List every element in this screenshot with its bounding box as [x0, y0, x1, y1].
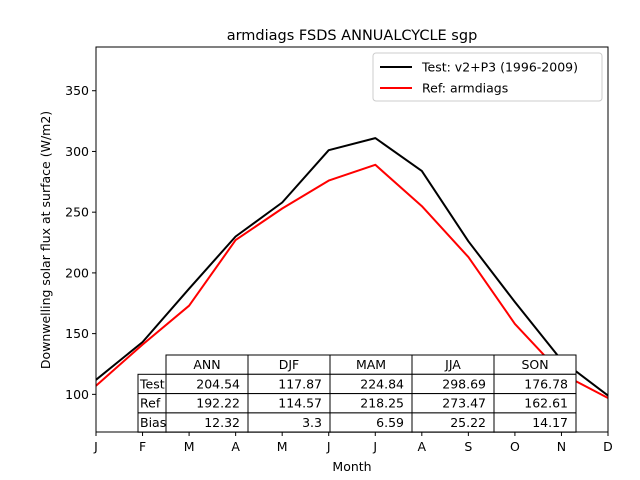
table-row-label: Ref: [140, 396, 161, 411]
x-tick-label: J: [326, 439, 331, 454]
x-tick-label: S: [464, 439, 472, 454]
table-header-label: SON: [521, 357, 548, 372]
table-cell-value: 12.32: [204, 415, 240, 430]
legend: Test: v2+P3 (1996-2009) Ref: armdiags: [372, 52, 603, 102]
x-tick-label: A: [418, 439, 427, 454]
stats-table: ANN DJF MAM JJA SON Test 204.54 117.87 224.84 298…: [137, 354, 577, 433]
y-axis: 100 150 200 250 300 350: [65, 83, 96, 402]
table-header-label: JJA: [444, 357, 461, 372]
y-tick-label: 350: [65, 83, 89, 98]
table-header-label: MAM: [356, 357, 386, 372]
table-cell-value: 25.22: [450, 415, 486, 430]
plot-frame: [95, 46, 609, 433]
table-cell-value: 14.17: [532, 415, 568, 430]
table-cell-value: 6.59: [376, 415, 404, 430]
table-row-label: Bias: [140, 415, 166, 430]
chart-title: armdiags FSDS ANNUALCYCLE sgp: [227, 28, 478, 44]
y-tick-label: 100: [65, 387, 89, 402]
table-cell-value: 298.69: [442, 376, 486, 391]
table-cell-value: 224.84: [360, 376, 404, 391]
table-cell-value: 204.54: [196, 376, 240, 391]
y-axis-label: Downwelling solar flux at surface (W/m2): [38, 111, 53, 369]
y-tick-label: 200: [65, 265, 89, 280]
x-axis-label: Month: [332, 459, 371, 474]
x-tick-label: O: [510, 439, 520, 454]
table-cell-value: 273.47: [442, 396, 486, 411]
table-cell-value: 117.87: [278, 376, 322, 391]
table-header-label: ANN: [193, 357, 220, 372]
table-header-label: DJF: [279, 357, 300, 372]
x-tick-label: F: [139, 439, 146, 454]
x-tick-label: M: [277, 439, 288, 454]
series-line: [95, 137, 609, 397]
legend-box: [372, 52, 603, 102]
table-cell-value: 176.78: [524, 376, 568, 391]
table-cell-value: 192.22: [196, 396, 240, 411]
x-tick-label: A: [231, 439, 240, 454]
x-tick-label: J: [372, 439, 377, 454]
legend-label: Ref: armdiags: [422, 81, 508, 96]
x-tick-label: N: [557, 439, 566, 454]
x-tick-label: D: [603, 439, 613, 454]
x-tick-label: J: [93, 439, 98, 454]
y-tick-label: 300: [65, 144, 89, 159]
table-cell-value: 162.61: [524, 396, 568, 411]
table-row-label: Test: [139, 376, 165, 391]
table-cell-value: 3.3: [302, 415, 322, 430]
legend-label: Test: v2+P3 (1996-2009): [421, 60, 578, 75]
x-tick-label: M: [184, 439, 195, 454]
y-tick-label: 250: [65, 205, 89, 220]
series-line: [95, 163, 609, 399]
table-cell-value: 218.25: [360, 396, 404, 411]
series-lines: [95, 137, 609, 399]
y-tick-label: 150: [65, 326, 89, 341]
table-cell-value: 114.57: [278, 396, 322, 411]
